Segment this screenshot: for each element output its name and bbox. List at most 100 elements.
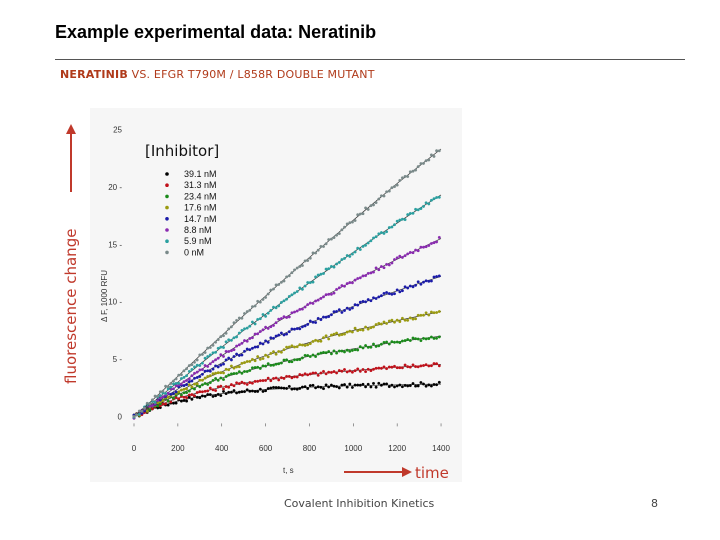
data-point bbox=[148, 402, 152, 406]
data-point bbox=[193, 376, 196, 380]
data-point bbox=[182, 380, 186, 384]
data-point bbox=[395, 384, 399, 388]
legend-label: 17.6 nM bbox=[184, 203, 217, 213]
data-point bbox=[308, 384, 312, 388]
data-point bbox=[400, 217, 404, 221]
data-point bbox=[366, 382, 370, 386]
data-point bbox=[219, 376, 223, 380]
data-point bbox=[274, 376, 278, 380]
data-point bbox=[208, 362, 212, 366]
data-point bbox=[135, 413, 139, 417]
data-point bbox=[356, 383, 360, 387]
data-point bbox=[243, 381, 246, 385]
data-point bbox=[303, 353, 307, 357]
data-point bbox=[187, 369, 191, 373]
data-point bbox=[248, 369, 252, 372]
data-point bbox=[382, 194, 386, 198]
data-point bbox=[182, 399, 186, 402]
data-point bbox=[408, 211, 412, 215]
data-point bbox=[237, 353, 241, 357]
data-point bbox=[395, 340, 399, 344]
data-point bbox=[211, 367, 215, 371]
data-point bbox=[432, 275, 436, 279]
data-point bbox=[240, 390, 244, 394]
data-point bbox=[345, 385, 349, 389]
data-point bbox=[314, 299, 318, 303]
data-point bbox=[390, 292, 394, 296]
data-point bbox=[416, 165, 420, 169]
data-point bbox=[203, 389, 207, 393]
data-point bbox=[177, 381, 181, 385]
data-point bbox=[279, 317, 283, 320]
data-point bbox=[337, 333, 341, 337]
data-point bbox=[245, 382, 249, 386]
data-point bbox=[274, 386, 278, 389]
data-point bbox=[340, 258, 344, 261]
data-point bbox=[216, 385, 220, 389]
data-point bbox=[195, 358, 199, 362]
data-point bbox=[172, 401, 175, 405]
data-point bbox=[324, 372, 328, 376]
data-point bbox=[429, 364, 433, 368]
data-point bbox=[324, 383, 328, 387]
data-point bbox=[350, 330, 354, 334]
data-point bbox=[398, 320, 402, 324]
data-point bbox=[422, 382, 425, 386]
data-point bbox=[372, 342, 375, 346]
data-point bbox=[403, 318, 407, 322]
data-point bbox=[214, 350, 218, 354]
data-point bbox=[316, 385, 320, 389]
data-point bbox=[416, 249, 420, 253]
data-point bbox=[324, 334, 328, 338]
data-point bbox=[327, 267, 331, 271]
data-point bbox=[190, 379, 194, 383]
data-point bbox=[269, 325, 273, 329]
data-point bbox=[256, 317, 260, 321]
data-point bbox=[198, 364, 202, 367]
data-point bbox=[366, 345, 370, 349]
data-point bbox=[132, 414, 136, 418]
data-point bbox=[329, 292, 333, 296]
data-point bbox=[161, 395, 165, 399]
data-point bbox=[258, 317, 262, 321]
data-point bbox=[206, 364, 210, 368]
data-point bbox=[298, 358, 302, 361]
data-point bbox=[324, 351, 328, 355]
data-point bbox=[235, 344, 239, 348]
data-point bbox=[206, 355, 210, 358]
data-point bbox=[153, 400, 157, 404]
data-point bbox=[290, 327, 294, 331]
data-point bbox=[411, 382, 415, 385]
data-point bbox=[172, 382, 175, 386]
data-point bbox=[279, 300, 283, 304]
data-point bbox=[179, 377, 183, 380]
data-point bbox=[250, 389, 254, 393]
data-point bbox=[161, 399, 165, 402]
data-point bbox=[324, 267, 328, 271]
data-point bbox=[379, 383, 383, 387]
data-point bbox=[227, 338, 231, 342]
data-point bbox=[285, 275, 289, 279]
data-point bbox=[248, 389, 252, 393]
data-point bbox=[232, 355, 236, 358]
data-point bbox=[222, 378, 225, 381]
data-point bbox=[285, 386, 289, 390]
data-point bbox=[227, 368, 231, 372]
data-point bbox=[429, 310, 433, 314]
data-point bbox=[190, 367, 194, 371]
data-point bbox=[277, 333, 281, 337]
data-point bbox=[350, 220, 354, 224]
data-point bbox=[137, 412, 141, 416]
data-point bbox=[319, 244, 323, 248]
data-point bbox=[308, 281, 312, 285]
data-point bbox=[232, 366, 236, 370]
data-point bbox=[298, 286, 302, 290]
data-point bbox=[285, 316, 289, 319]
data-point bbox=[345, 222, 349, 226]
data-point bbox=[432, 241, 436, 245]
data-point bbox=[343, 350, 346, 354]
data-point bbox=[416, 208, 420, 212]
data-point bbox=[329, 313, 333, 317]
data-point bbox=[258, 330, 262, 333]
data-point bbox=[303, 372, 307, 376]
